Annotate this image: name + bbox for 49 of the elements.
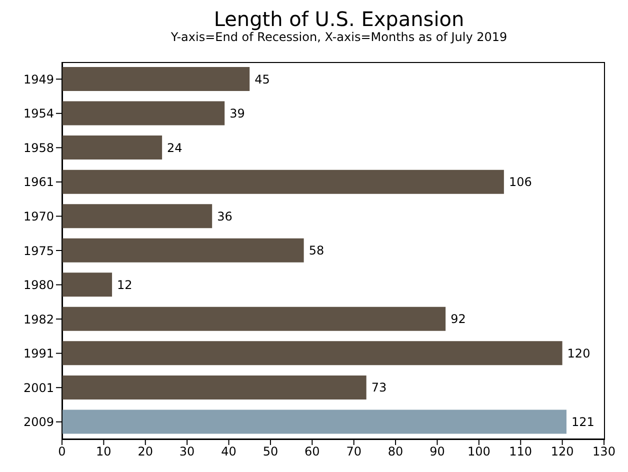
bar xyxy=(62,306,446,331)
data-label: 12 xyxy=(117,278,132,292)
bar xyxy=(62,238,304,262)
data-label: 39 xyxy=(230,106,245,121)
data-label: 106 xyxy=(508,175,532,190)
data-label: 92 xyxy=(450,312,466,326)
data-label: 73 xyxy=(371,380,387,395)
bar xyxy=(62,341,562,366)
bar xyxy=(62,136,162,160)
x-tick-label: 120 xyxy=(550,444,574,459)
y-tick-label: 2009 xyxy=(23,415,54,430)
y-tick-label: 1991 xyxy=(23,346,54,361)
bar xyxy=(62,67,250,91)
data-label: 24 xyxy=(167,140,182,155)
x-tick-label: 40 xyxy=(221,444,236,459)
bar xyxy=(62,170,504,194)
data-label: 121 xyxy=(571,414,594,429)
bar xyxy=(62,272,112,297)
x-tick-label: 100 xyxy=(467,444,490,459)
bar xyxy=(62,410,566,434)
x-tick-label: 30 xyxy=(179,444,195,459)
y-tick-label: 1961 xyxy=(23,175,54,190)
y-tick-label: 1958 xyxy=(23,140,54,155)
y-tick-label: 1980 xyxy=(23,278,54,292)
data-label: 58 xyxy=(308,244,324,258)
y-tick-label: 1975 xyxy=(23,244,54,258)
y-tick-label: 1970 xyxy=(23,209,54,224)
x-tick-label: 50 xyxy=(262,444,278,459)
x-tick-label: 70 xyxy=(346,444,362,459)
y-tick-label: 1982 xyxy=(23,312,54,326)
y-tick-label: 1949 xyxy=(23,72,54,86)
x-tick-label: 0 xyxy=(58,444,66,459)
y-tick-label: 1954 xyxy=(23,106,54,121)
x-tick-label: 110 xyxy=(509,444,532,459)
bar xyxy=(62,375,366,400)
x-tick-label: 60 xyxy=(304,444,320,459)
x-tick-label: 20 xyxy=(138,444,154,459)
x-tick-label: 130 xyxy=(592,444,616,459)
data-label: 120 xyxy=(567,346,590,360)
x-tick-label: 10 xyxy=(96,444,112,459)
chart-title: Length of U.S. Expansion xyxy=(212,7,466,31)
data-label: 45 xyxy=(254,72,270,86)
data-label: 36 xyxy=(217,209,232,224)
x-tick-label: 80 xyxy=(388,444,404,459)
bar xyxy=(62,204,212,228)
x-tick-label: 90 xyxy=(430,444,445,459)
bar xyxy=(62,101,225,126)
y-tick-label: 2001 xyxy=(23,380,54,395)
chart-subtitle: Y-axis=End of Recession, X-axis=Months as of July 2019 xyxy=(170,30,508,45)
